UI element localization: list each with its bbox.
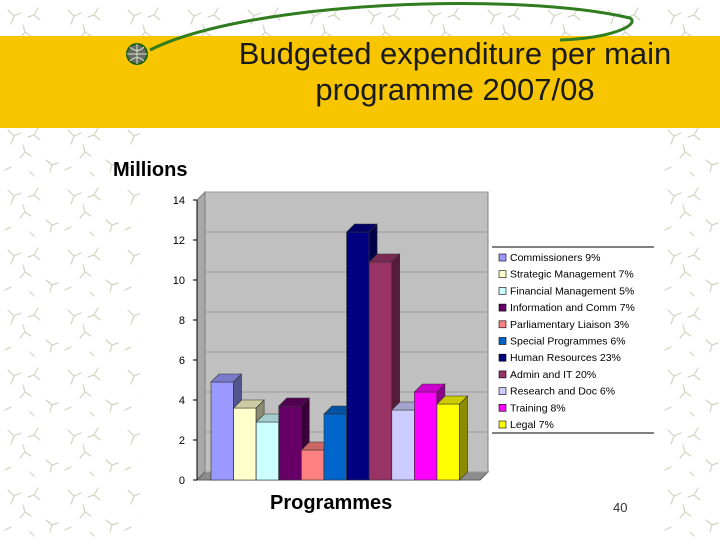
bar: [436, 395, 469, 481]
bar-top: [345, 223, 378, 233]
legend-swatch: [498, 287, 507, 295]
legend-label: Training 8%: [510, 402, 566, 414]
bar-front: [346, 231, 370, 481]
bar-front: [323, 413, 347, 481]
legend-label: Special Programmes 6%: [510, 336, 626, 348]
legend-label: Commissioners 9%: [510, 252, 600, 264]
y-tick-label: 14: [173, 195, 185, 207]
bar-front: [436, 403, 460, 481]
legend-label: Financial Management 5%: [510, 285, 634, 297]
bar-front: [210, 381, 234, 481]
legend-swatch: [498, 420, 507, 429]
title-band: [0, 36, 720, 128]
y-tick-label: 4: [179, 395, 185, 407]
y-tick-label: 0: [179, 475, 185, 487]
legend-swatch: [498, 387, 507, 395]
legend-swatch: [498, 270, 507, 279]
bar-front: [414, 391, 438, 481]
y-tick-label: 8: [179, 315, 185, 327]
legend-label: Strategic Management 7%: [510, 269, 634, 281]
legend-label: Human Resources 23%: [510, 352, 621, 364]
x-axis-title: Programmes: [270, 492, 393, 514]
legend-swatch: [498, 320, 507, 329]
bar-front: [391, 409, 415, 481]
legend-swatch: [498, 353, 507, 362]
slide-title-line2: programme 2007/08: [315, 72, 595, 107]
bar-side: [459, 395, 468, 481]
legend-swatch: [498, 337, 507, 345]
bar-top: [436, 395, 469, 405]
legend-label: Legal 7%: [510, 419, 554, 431]
legend-label: Parliamentary Liaison 3%: [510, 319, 629, 331]
legend-label: Information and Comm 7%: [510, 302, 635, 314]
bar-top: [413, 383, 446, 393]
bar-front: [301, 449, 325, 481]
legend-label: Research and Doc 6%: [510, 386, 615, 398]
plot-side-wall: [196, 190, 206, 482]
bar-front: [233, 407, 257, 481]
slide-title: Budgeted expenditure per main programme …: [200, 36, 710, 108]
globe-icon: [126, 43, 148, 65]
y-tick-label: 2: [179, 435, 185, 447]
y-tick-label: 12: [173, 235, 185, 247]
bar-top: [368, 253, 401, 263]
bar-front: [255, 421, 280, 481]
legend-swatch: [498, 303, 507, 312]
legend-swatch: [498, 253, 507, 262]
bar-front: [278, 405, 302, 481]
bar-top: [232, 399, 265, 409]
y-tick-label: 10: [173, 275, 185, 287]
y-axis-title: Millions: [113, 159, 188, 181]
bar-top: [278, 397, 311, 407]
legend-swatch: [498, 370, 507, 379]
y-tick-label: 6: [179, 355, 185, 367]
slide-title-line1: Budgeted expenditure per main: [238, 36, 672, 71]
page-number: 40: [613, 500, 628, 515]
bar-front: [368, 261, 393, 481]
legend-swatch: [498, 403, 507, 412]
legend-label: Admin and IT 20%: [510, 369, 596, 381]
bar-top: [210, 373, 243, 383]
